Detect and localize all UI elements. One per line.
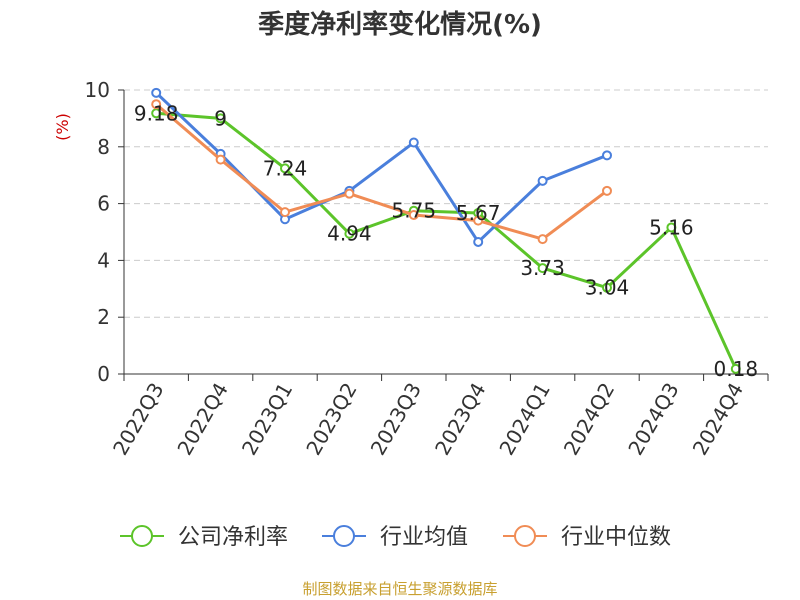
x-tick-label: 2024Q3	[623, 379, 683, 460]
series-point-1	[344, 228, 355, 239]
y-tick-label: 8	[97, 135, 110, 159]
series-line-2	[155, 91, 608, 244]
series-point-2	[537, 175, 548, 186]
series-point-1	[215, 113, 226, 124]
series-point-3	[215, 154, 226, 165]
series-layer	[151, 87, 741, 374]
series-point-2	[408, 137, 419, 148]
legend-label-1: 公司净利率	[178, 525, 288, 550]
series-point-2	[473, 236, 484, 247]
chart-title: 季度净利率变化情况(%)	[258, 10, 542, 40]
series-point-3	[602, 185, 612, 196]
y-tick-label: 6	[97, 192, 110, 216]
data-label: 4.94	[327, 222, 372, 246]
legend-label-2: 行业均值	[380, 525, 468, 550]
data-label: 7.24	[263, 156, 308, 180]
data-label: 9.18	[134, 101, 179, 125]
series-point-1	[280, 163, 290, 174]
series-point-1	[666, 222, 677, 233]
series-point-3	[280, 207, 290, 218]
x-tick-label: 2023Q1	[237, 379, 297, 460]
y-axis-label: (%)	[53, 113, 72, 141]
x-tick-label: 2022Q4	[172, 379, 232, 460]
series-point-3	[537, 234, 548, 245]
data-label: 3.04	[585, 276, 630, 300]
grid-layer	[124, 89, 768, 318]
axis-layer: 0 2 4 6 8 10 (%) 2022Q3 2022Q4 2023Q1 2023Q2 2023Q3…	[53, 78, 769, 460]
y-tick-label: 2	[97, 305, 110, 329]
series-line-3	[155, 103, 608, 241]
legend-label-3: 行业中位数	[561, 525, 671, 550]
series-point-2	[151, 87, 162, 98]
data-label: 5.75	[392, 199, 437, 223]
data-label-layer: 9.18 9 7.24 4.94 5.75 5.67 3.73 3.04 5.16 0.18	[134, 101, 758, 381]
data-label: 9	[214, 106, 227, 130]
series-point-3	[473, 215, 484, 226]
y-tick-label: 0	[97, 362, 110, 386]
x-tick-label: 2022Q3	[108, 379, 168, 460]
data-label: 5.67	[456, 201, 501, 225]
series-line-1	[156, 111, 738, 370]
x-tick-label: 2023Q3	[366, 379, 426, 460]
data-label: 5.16	[649, 215, 694, 239]
legend-marker-3	[514, 525, 536, 547]
x-tick-label: 2023Q2	[301, 379, 361, 460]
series-point-1	[602, 282, 612, 293]
y-tick-label: 4	[97, 248, 110, 272]
series-point-3	[408, 209, 419, 220]
series-point-1	[151, 108, 162, 119]
x-tick-label: 2023Q4	[430, 379, 490, 460]
legend-marker-2	[333, 525, 355, 547]
x-tick-label: 2024Q1	[494, 379, 554, 460]
series-point-2	[602, 150, 612, 161]
source-footer: 制图数据来自恒生聚源数据库	[302, 580, 498, 598]
data-label: 0.18	[714, 357, 759, 381]
series-point-3	[344, 188, 355, 199]
series-point-3	[151, 99, 162, 110]
legend-marker-1	[131, 525, 153, 547]
series-point-1	[730, 363, 741, 374]
data-label: 3.73	[520, 256, 565, 280]
y-tick-label: 10	[85, 78, 110, 102]
x-tick-label: 2024Q4	[688, 379, 748, 460]
series-point-1	[537, 263, 548, 274]
legend: 公司净利率 行业均值 行业中位数	[120, 525, 671, 550]
x-tick-label: 2024Q2	[559, 379, 619, 460]
